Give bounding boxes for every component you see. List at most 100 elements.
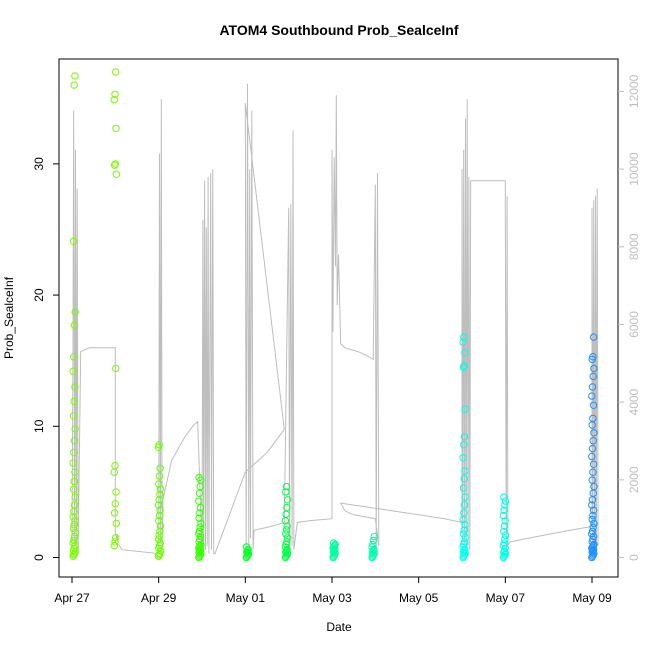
data-point [460, 526, 468, 534]
data-point [460, 501, 469, 509]
data-point [589, 468, 597, 476]
y-tick-label: 30 [32, 157, 46, 171]
data-point [69, 459, 77, 467]
y-tick-label: 10 [32, 419, 46, 433]
data-point [283, 522, 291, 530]
data-point [460, 433, 469, 441]
x-tick-label: Apr 29 [141, 591, 177, 605]
y2-tick-label: 6000 [627, 311, 641, 338]
data-point [112, 488, 120, 496]
data-point [196, 509, 204, 517]
data-point [69, 524, 78, 533]
data-point [461, 405, 469, 413]
point-series-9 [459, 333, 469, 562]
data-point [589, 437, 597, 445]
plot-frame [58, 58, 619, 578]
data-point [588, 383, 597, 391]
y-tick-label: 20 [32, 288, 46, 302]
data-point [71, 528, 79, 537]
x-tick-label: May 07 [486, 591, 526, 605]
data-point [71, 517, 79, 525]
data-point [155, 496, 163, 504]
data-point [589, 372, 597, 381]
data-point [329, 539, 338, 547]
y-axis-label: Prob_SealceInf [2, 276, 16, 359]
data-point [242, 543, 251, 551]
data-point [111, 461, 119, 470]
data-point [590, 519, 598, 528]
data-point [588, 476, 596, 484]
data-point [590, 482, 598, 491]
data-point [70, 437, 79, 445]
data-point [460, 509, 468, 517]
data-point [588, 515, 596, 524]
data-point [70, 81, 78, 89]
data-point [589, 511, 597, 520]
data-point [155, 517, 163, 525]
data-point [589, 353, 597, 361]
data-point [501, 497, 510, 505]
y2-tick-label: 12000 [627, 74, 641, 108]
data-point [69, 513, 77, 521]
data-point [589, 401, 598, 409]
data-point [156, 485, 165, 493]
data-point [589, 523, 597, 531]
data-point [589, 460, 598, 468]
data-point [283, 534, 292, 542]
data-point [459, 530, 468, 538]
data-point [195, 527, 204, 535]
data-point [70, 477, 78, 486]
points-layer [69, 68, 598, 562]
y-tick-label: 0 [32, 554, 46, 561]
data-point [588, 527, 597, 535]
data-point [460, 362, 468, 370]
data-point [282, 530, 290, 538]
data-point [283, 496, 292, 504]
data-point [588, 452, 596, 461]
data-point [461, 534, 469, 542]
data-point [70, 501, 79, 509]
data-point [112, 68, 120, 76]
data-point [71, 308, 79, 316]
data-point [195, 514, 203, 522]
x-tick-label: Apr 27 [54, 591, 90, 605]
data-point [70, 521, 78, 529]
data-point [69, 485, 78, 493]
data-point [110, 542, 119, 550]
x-axis-label: Date [326, 620, 352, 634]
data-point [110, 95, 119, 104]
data-point [282, 482, 291, 491]
data-point [590, 364, 598, 373]
data-point [500, 522, 509, 530]
data-point [70, 448, 78, 457]
data-point [460, 441, 468, 449]
y2-tick-label: 4000 [627, 388, 641, 415]
data-point [70, 353, 78, 361]
data-point [70, 532, 79, 541]
data-point [155, 472, 164, 480]
y2-tick-label: 2000 [627, 466, 641, 493]
data-point [195, 473, 203, 482]
data-point [196, 503, 205, 512]
chart-title: ATOM4 Southbound Prob_SealceInf [219, 22, 458, 38]
data-point [588, 501, 596, 509]
data-point [154, 535, 163, 543]
data-point [459, 484, 468, 492]
data-point [501, 535, 509, 543]
data-point [71, 383, 79, 391]
data-point [460, 538, 469, 546]
data-point [500, 527, 508, 535]
data-point [500, 493, 508, 501]
x-tick-label: May 03 [312, 591, 352, 605]
data-point [459, 338, 467, 346]
point-series-4 [195, 473, 205, 562]
data-point [331, 540, 339, 549]
data-point [112, 124, 120, 133]
data-point [500, 539, 508, 547]
data-point [154, 501, 163, 509]
axes-layer: Apr 27 Apr 29 May 01 May 03 May 05 May 07 May … [32, 58, 641, 605]
data-point [70, 536, 78, 545]
data-point [156, 522, 165, 530]
data-point [71, 72, 79, 80]
